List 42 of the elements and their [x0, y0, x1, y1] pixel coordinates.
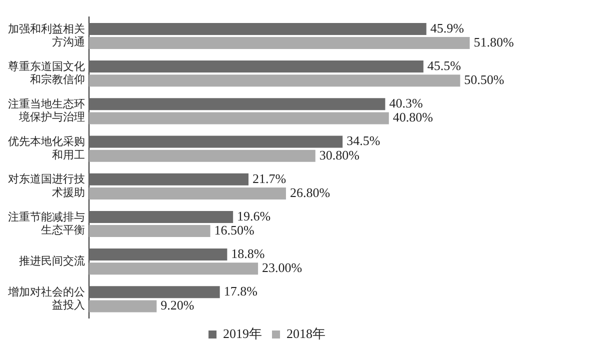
bar — [89, 22, 426, 35]
bar — [89, 37, 470, 50]
data-label: 34.5% — [346, 133, 380, 148]
data-label: 19.6% — [237, 208, 271, 224]
bar — [89, 98, 386, 110]
data-label: 26.80% — [290, 184, 330, 200]
bar — [89, 60, 424, 73]
bar — [89, 136, 343, 148]
y-tick-label: 注重当地生态环境保护与治理 — [8, 97, 85, 124]
bar — [89, 300, 157, 312]
bar — [89, 173, 248, 186]
bar — [89, 248, 228, 261]
legend-label: 2018年 — [286, 326, 326, 341]
bar — [89, 225, 210, 238]
bar — [89, 150, 316, 162]
data-label: 9.20% — [160, 298, 194, 313]
data-label: 23.00% — [262, 260, 302, 276]
bar — [89, 187, 286, 200]
y-tick-label: 加强和利益相关方沟通 — [8, 22, 85, 48]
legend-label: 2019年 — [223, 326, 262, 341]
data-label: 17.8% — [224, 284, 258, 299]
y-tick-label: 优先本地化采购和用工 — [8, 135, 85, 162]
data-label: 16.50% — [214, 222, 255, 238]
bar — [89, 286, 220, 298]
bar — [89, 210, 234, 223]
data-label: 18.8% — [231, 246, 265, 261]
data-label: 45.5% — [427, 58, 462, 73]
data-label: 51.80% — [474, 34, 514, 50]
y-tick-label: 注重节能减排与生态平衡 — [8, 210, 85, 236]
data-label: 30.80% — [319, 147, 360, 162]
data-label: 40.3% — [389, 96, 423, 111]
data-label: 21.7% — [252, 170, 286, 186]
bar — [89, 262, 258, 275]
y-tick-label: 尊重东道国文化和宗教信仰 — [8, 60, 85, 86]
y-tick-label: 增加对社会的公益投入 — [7, 285, 85, 312]
data-label: 40.80% — [392, 110, 434, 125]
y-tick-label: 对东道国进行技术援助 — [8, 172, 85, 199]
y-tick-label: 推进民间交流 — [19, 254, 85, 268]
data-label: 45.9% — [430, 20, 464, 36]
bar — [89, 74, 460, 87]
data-label: 50.50% — [464, 72, 504, 88]
bar — [89, 112, 389, 124]
